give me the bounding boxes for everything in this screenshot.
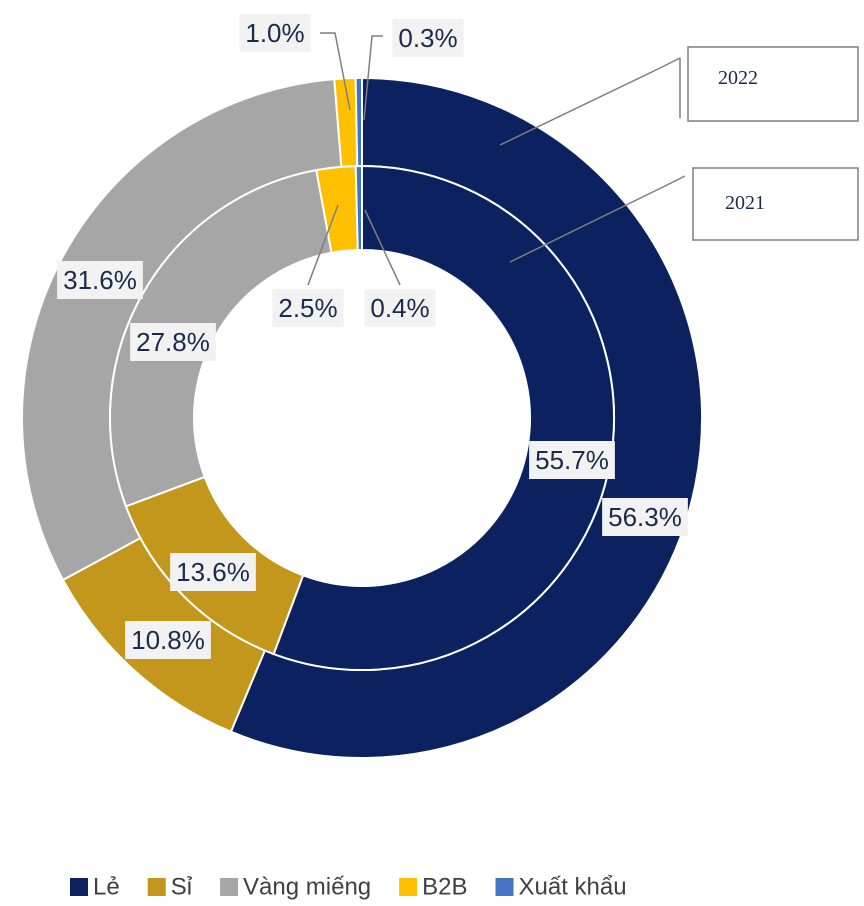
donut-segment (354, 164, 363, 252)
data-labels: 56.3% 10.8% 31.6% 1.0% 0.3% 55.7% 13.6% 27.8% 2.… (57, 14, 688, 659)
donut-segment (272, 164, 615, 671)
legend-swatch (70, 878, 88, 896)
legend-swatch (220, 878, 239, 896)
series-label-box (692, 167, 859, 241)
data-label-text: 27.8% (136, 327, 210, 357)
legend-swatch (495, 878, 514, 896)
legend-label: Vàng miếng (243, 874, 371, 901)
data-label: 2.5% (272, 289, 344, 327)
data-label-text: 55.7% (535, 445, 609, 475)
leader-line (509, 175, 686, 263)
series-name: 2022 (718, 67, 758, 89)
data-label-text: 13.6% (176, 557, 250, 587)
leader-line (320, 32, 351, 111)
data-label: 10.8% (125, 621, 211, 659)
leader-line (363, 35, 383, 121)
series-name: 2021 (725, 192, 765, 214)
data-label-text: 31.6% (63, 265, 137, 295)
donut-segment (109, 169, 333, 508)
leader-lines (307, 32, 686, 286)
data-label: 55.7% (529, 441, 615, 479)
data-label-text: 1.0% (245, 18, 304, 48)
donut-segment (354, 76, 363, 168)
data-label-text: 0.3% (398, 23, 457, 53)
data-label: 56.3% (602, 498, 688, 536)
legend-label: Lẻ (93, 874, 120, 901)
legend-label: Sỉ (171, 874, 193, 901)
data-label: 13.6% (170, 553, 256, 591)
series-label-boxes (687, 46, 859, 241)
data-label: 0.3% (392, 19, 464, 57)
data-label-box (364, 289, 436, 327)
legend-swatch (399, 878, 418, 896)
data-label-text: 56.3% (608, 502, 682, 532)
legend: Lẻ Sỉ Vàng miếng B2B Xuất khẩu (70, 874, 627, 901)
legend-label: B2B (422, 874, 467, 901)
data-label: 0.4% (364, 289, 436, 327)
leader-line (307, 204, 339, 286)
legend-swatch (147, 878, 166, 896)
data-label-box (57, 261, 143, 299)
data-label-box (170, 553, 256, 591)
data-label: 27.8% (130, 323, 216, 361)
data-label: 31.6% (57, 261, 143, 299)
leader-line (499, 57, 681, 146)
data-label-text: 10.8% (131, 625, 205, 655)
data-label-box (392, 19, 464, 57)
data-label-box (125, 621, 211, 659)
legend-label: Xuất khẩu (519, 874, 627, 901)
leader-line (364, 209, 401, 286)
data-label-box (529, 441, 615, 479)
data-label-box (602, 498, 688, 536)
data-label-box (130, 323, 216, 361)
data-label-text: 0.4% (370, 293, 429, 323)
data-label-box (272, 289, 344, 327)
data-label-box (239, 14, 311, 52)
data-label: 1.0% (239, 14, 311, 52)
series-label-box (687, 46, 859, 122)
data-label-text: 2.5% (278, 293, 337, 323)
rings (21, 76, 703, 759)
